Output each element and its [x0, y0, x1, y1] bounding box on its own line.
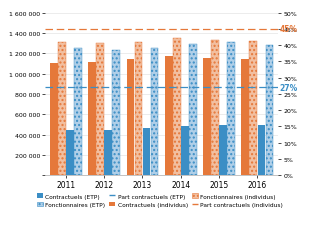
Bar — [258, 126, 265, 176]
Bar — [96, 44, 104, 176]
Bar — [250, 42, 257, 176]
Bar — [135, 43, 142, 176]
Bar — [66, 130, 74, 176]
Bar — [189, 45, 196, 176]
Bar — [88, 63, 96, 176]
Legend: Contractuels (ETP), Fonctionnaires (ETP), Part contractuels (ETP), Contractuels : Contractuels (ETP), Fonctionnaires (ETP)… — [37, 194, 283, 207]
Bar — [219, 126, 227, 176]
Bar — [58, 43, 66, 176]
Bar — [143, 128, 150, 176]
Bar — [74, 49, 82, 176]
Bar — [50, 64, 58, 176]
Text: 27%: 27% — [280, 83, 298, 92]
Bar — [151, 49, 158, 176]
Bar — [203, 58, 211, 176]
Bar — [165, 56, 172, 176]
Bar — [211, 41, 219, 176]
Bar — [112, 51, 120, 176]
Bar — [266, 46, 273, 176]
Bar — [242, 60, 249, 176]
Bar — [227, 43, 235, 176]
Text: 45%: 45% — [280, 25, 298, 34]
Bar — [173, 39, 180, 176]
Bar — [181, 127, 188, 176]
Bar — [127, 60, 134, 176]
Bar — [104, 130, 112, 176]
